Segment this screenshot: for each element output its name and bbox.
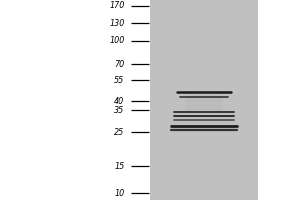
Text: 25: 25 <box>114 128 124 137</box>
Text: 170: 170 <box>109 1 124 10</box>
Bar <box>150 0 258 200</box>
Text: 55: 55 <box>114 76 124 85</box>
Text: 15: 15 <box>114 162 124 171</box>
Text: 70: 70 <box>114 60 124 69</box>
Text: 100: 100 <box>109 36 124 45</box>
Text: 10: 10 <box>114 189 124 198</box>
Text: 35: 35 <box>114 106 124 115</box>
Text: 130: 130 <box>109 19 124 28</box>
Text: 40: 40 <box>114 97 124 106</box>
